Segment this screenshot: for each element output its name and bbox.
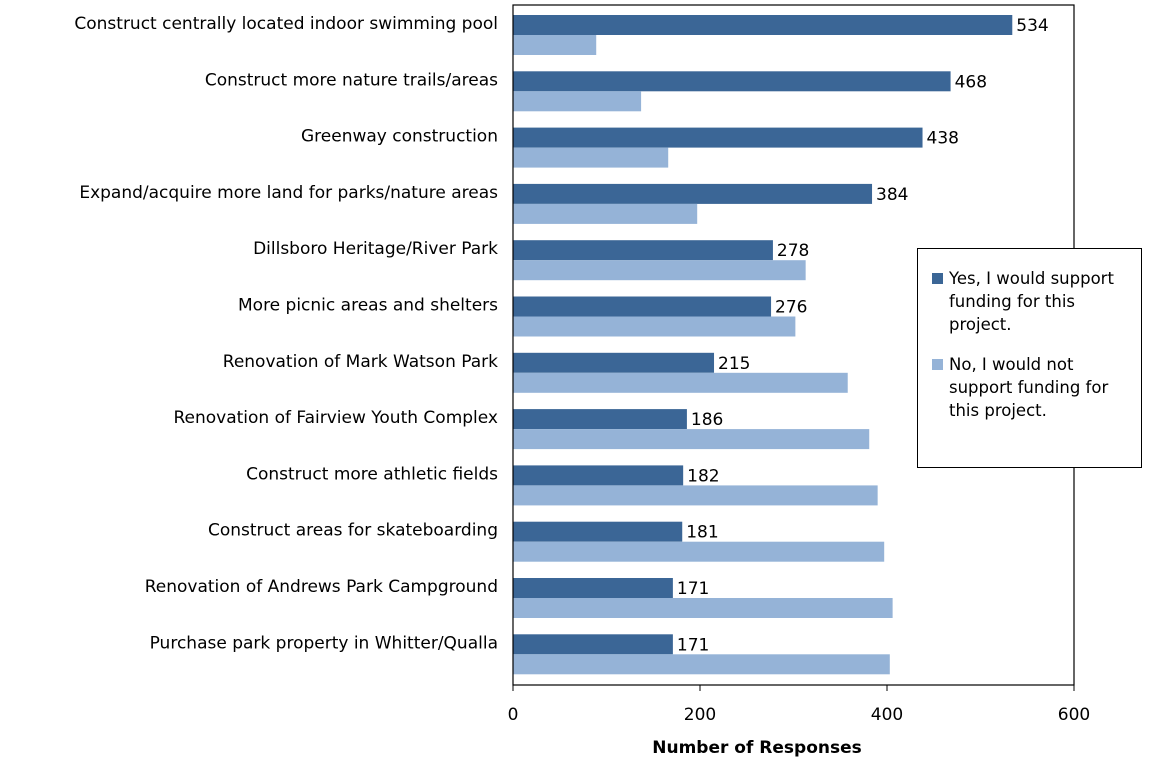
bar: [513, 429, 870, 450]
bar: [513, 634, 673, 655]
bar: [513, 654, 890, 675]
data-label: 186: [691, 410, 723, 430]
y-tick-label: Construct more nature trails/areas: [205, 70, 498, 90]
bar: [513, 521, 683, 542]
y-tick-label: Expand/acquire more land for parks/natur…: [79, 183, 498, 203]
bar: [513, 203, 698, 224]
bar: [513, 485, 878, 506]
bar: [513, 127, 923, 148]
data-label: 171: [677, 635, 709, 655]
data-label: 181: [686, 523, 718, 543]
bar: [513, 598, 893, 618]
legend-item: Yes, I would support funding for this pr…: [932, 267, 1133, 336]
legend: Yes, I would support funding for this pr…: [917, 248, 1142, 468]
data-label: 278: [777, 241, 809, 261]
data-label: 182: [687, 466, 719, 486]
bar: [513, 465, 684, 486]
data-label: 438: [927, 129, 959, 149]
bar: [513, 35, 597, 55]
data-label: 171: [677, 579, 709, 599]
data-label: 215: [718, 354, 750, 374]
bar: [513, 147, 669, 168]
data-label: 276: [775, 298, 807, 318]
x-axis-title: Number of Responses: [652, 738, 862, 758]
legend-item: No, I would not support funding for this…: [932, 353, 1133, 422]
y-tick-label: Purchase park property in Whitter/Qualla: [150, 633, 498, 653]
data-label: 534: [1016, 16, 1048, 36]
bar: [513, 541, 885, 562]
y-tick-label: Construct areas for skateboarding: [208, 521, 498, 541]
bar: [513, 409, 687, 430]
legend-label: Yes, I would support funding for this pr…: [949, 269, 1114, 334]
bar: [513, 372, 848, 393]
y-tick-label: Greenway construction: [301, 127, 498, 147]
y-tick-label: Renovation of Fairview Youth Complex: [173, 408, 498, 428]
bar: [513, 352, 715, 373]
y-tick-label: Renovation of Mark Watson Park: [223, 352, 498, 372]
bar: [513, 71, 951, 92]
x-tick-label: 600: [1058, 705, 1090, 725]
y-tick-label: Renovation of Andrews Park Campground: [145, 577, 498, 597]
y-tick-label: Construct centrally located indoor swimm…: [74, 14, 498, 34]
bar: [513, 296, 772, 317]
y-tick-label: More picnic areas and shelters: [238, 296, 498, 316]
data-label: 468: [955, 72, 987, 92]
legend-label: No, I would not support funding for this…: [949, 355, 1109, 420]
bar: [513, 183, 873, 204]
x-tick-label: 400: [871, 705, 903, 725]
bar: [513, 91, 642, 112]
y-tick-label: Dillsboro Heritage/River Park: [253, 239, 498, 259]
x-tick-label: 0: [508, 705, 519, 725]
bar: [513, 240, 773, 261]
data-label: 384: [876, 185, 908, 205]
legend-swatch: [932, 359, 943, 370]
bar: [513, 260, 806, 281]
legend-swatch: [932, 273, 943, 284]
bar: [513, 15, 1013, 35]
y-tick-label: Construct more athletic fields: [246, 464, 498, 484]
bar: [513, 316, 796, 337]
bar: [513, 578, 673, 598]
x-tick-label: 200: [684, 705, 716, 725]
